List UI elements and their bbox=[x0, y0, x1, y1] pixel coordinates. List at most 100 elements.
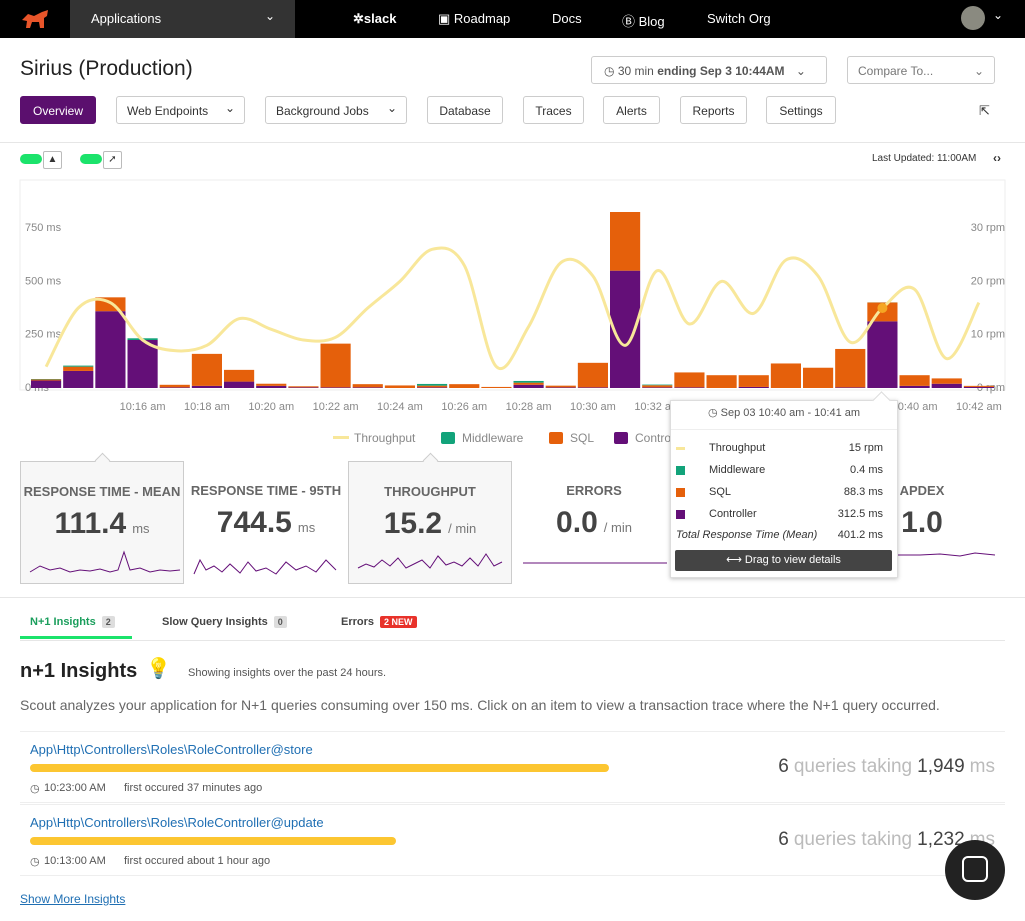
insight-tab[interactable]: Errors 2 NEW bbox=[341, 616, 417, 628]
tab[interactable]: Overview bbox=[20, 96, 96, 124]
deploy-icon[interactable]: ➚ bbox=[103, 151, 122, 169]
chat-button[interactable] bbox=[945, 840, 1005, 900]
legend-item: Middleware bbox=[441, 431, 524, 445]
bar-segment bbox=[256, 385, 287, 388]
bar-segment bbox=[224, 369, 255, 382]
bar-segment bbox=[545, 387, 576, 388]
toggle[interactable] bbox=[80, 154, 102, 164]
time-range[interactable]: ◷ 30 min ending Sep 3 10:44AM ⌄ bbox=[591, 56, 827, 84]
bar-segment bbox=[417, 383, 448, 386]
metric-card[interactable]: APDEX 1.0 bbox=[840, 461, 1004, 584]
insight-item[interactable]: App\Http\Controllers\Roles\RoleControlle… bbox=[20, 731, 1005, 803]
bar-segment bbox=[835, 387, 866, 388]
summary-count: 6 bbox=[778, 756, 789, 777]
logo[interactable] bbox=[20, 8, 50, 30]
y-tick-label: 500 ms bbox=[25, 275, 62, 287]
bar-segment bbox=[224, 381, 255, 388]
tab-label: Slow Query Insights bbox=[162, 616, 268, 628]
blog-link[interactable]: Ⓑ Blog bbox=[622, 14, 665, 29]
insight-tab[interactable]: Slow Query Insights 0 bbox=[162, 616, 287, 628]
link-label: Blog bbox=[638, 14, 665, 29]
card-content: ERRORS 0.0 / min bbox=[512, 461, 676, 540]
insight-name: App\Http\Controllers\Roles\RoleControlle… bbox=[30, 815, 324, 830]
sparklines bbox=[29, 550, 996, 575]
tab[interactable]: Web Endpoints ⌄ bbox=[116, 96, 245, 124]
insight-item[interactable]: App\Http\Controllers\Roles\RoleControlle… bbox=[20, 804, 1005, 876]
total-label: Total Response Time (Mean) bbox=[676, 529, 818, 541]
tooltip-value: 312.5 ms bbox=[837, 508, 883, 520]
insight-name: App\Http\Controllers\Roles\RoleControlle… bbox=[30, 742, 313, 757]
x-tick-label: 10:24 am bbox=[377, 401, 423, 413]
card-value-row: 744.5 ms bbox=[184, 506, 348, 540]
sparkline bbox=[357, 553, 503, 569]
card-unit: ms bbox=[132, 521, 150, 536]
bar-segment bbox=[288, 386, 319, 388]
tooltip-swatch bbox=[676, 488, 685, 497]
card-title: THROUGHPUT bbox=[384, 484, 476, 499]
legend-swatch bbox=[441, 432, 455, 444]
roadmap-link[interactable]: ▣ Roadmap bbox=[438, 11, 511, 26]
metric-card[interactable]: ERRORS 0.0 / min bbox=[512, 461, 676, 584]
bar-segment bbox=[674, 372, 705, 388]
tab[interactable]: Alerts bbox=[603, 96, 660, 124]
switch-org-link[interactable]: Switch Org bbox=[707, 11, 771, 26]
bar-segment bbox=[417, 385, 448, 388]
card-unit: / min bbox=[603, 520, 632, 535]
apps-dropdown[interactable]: Applications ⌄ bbox=[70, 0, 295, 38]
tooltip-swatch bbox=[676, 466, 685, 475]
tooltip-swatch bbox=[676, 510, 685, 519]
bar-segment bbox=[159, 387, 190, 388]
bar-segment bbox=[577, 362, 608, 388]
insights-note: Showing insights over the past 24 hours. bbox=[188, 667, 387, 679]
metric-card[interactable]: RESPONSE TIME - MEAN 111.4 ms bbox=[20, 452, 184, 584]
insight-time: 10:13:00 AM bbox=[44, 855, 106, 867]
toggle[interactable] bbox=[20, 154, 42, 164]
x-tick-label: 10:22 am bbox=[313, 401, 359, 413]
summary-ms-label: 1,949 bbox=[917, 756, 965, 777]
tab[interactable]: Traces bbox=[523, 96, 584, 124]
link-label: Roadmap bbox=[453, 11, 511, 26]
tab[interactable]: Database bbox=[427, 96, 503, 124]
share-icon[interactable]: ⇱ bbox=[979, 103, 990, 118]
bar-segment bbox=[931, 378, 962, 384]
card-title: RESPONSE TIME - 95TH bbox=[190, 483, 342, 498]
show-more[interactable]: Show More Insights bbox=[20, 892, 126, 906]
tab-label: Errors bbox=[341, 616, 375, 628]
insight-tab[interactable]: N+1 Insights 2 bbox=[30, 616, 115, 628]
highlight-point bbox=[877, 303, 888, 313]
legend-label: Throughput bbox=[354, 431, 416, 445]
docs-link[interactable]: Docs bbox=[552, 11, 582, 26]
tab[interactable]: Background Jobs ⌄ bbox=[265, 96, 407, 124]
card-value-row: 15.2 / min bbox=[349, 507, 511, 541]
bar-segment bbox=[770, 363, 801, 388]
tab[interactable]: Settings bbox=[766, 96, 836, 124]
tooltip-label: Middleware bbox=[709, 464, 766, 476]
compare-dropdown[interactable]: Compare To... ⌄ bbox=[847, 56, 995, 84]
bar-segment bbox=[288, 387, 319, 388]
app-title: Sirius (Production) bbox=[20, 57, 193, 80]
tooltip-value: 88.3 ms bbox=[843, 486, 883, 498]
bar-segment bbox=[642, 384, 673, 386]
x-tick-label: 10:16 am bbox=[120, 401, 166, 413]
bar-segment bbox=[417, 387, 448, 388]
tooltip-swatch bbox=[676, 447, 685, 450]
bar-segment bbox=[31, 379, 62, 381]
slack-link[interactable]: ✲slack bbox=[353, 11, 397, 26]
insight-age: first occured about 1 hour ago bbox=[124, 855, 271, 867]
card-unit: / min bbox=[448, 521, 477, 536]
insights-description: Scout analyzes your application for N+1 … bbox=[20, 697, 940, 713]
alert-icon[interactable]: ▲ bbox=[43, 151, 62, 169]
card-value: 0.0 bbox=[556, 506, 598, 539]
pan-arrows[interactable]: ‹› bbox=[993, 151, 1001, 165]
card-value-row: 111.4 ms bbox=[21, 507, 183, 541]
x-tick-label: 10:42 am bbox=[956, 401, 1002, 413]
last-updated: Last Updated: 11:00AM bbox=[872, 153, 977, 164]
avatar[interactable] bbox=[961, 6, 985, 30]
y2-tick-label: 30 rpm bbox=[971, 222, 1005, 234]
metric-card[interactable]: RESPONSE TIME - 95TH 744.5 ms bbox=[184, 461, 348, 584]
drag-button[interactable]: ⟷ Drag to view details bbox=[675, 550, 892, 571]
tab-badge: 2 bbox=[101, 616, 115, 628]
metric-card[interactable]: THROUGHPUT 15.2 / min bbox=[348, 452, 512, 584]
tab[interactable]: Reports bbox=[680, 96, 747, 124]
bar-segment bbox=[931, 383, 962, 388]
